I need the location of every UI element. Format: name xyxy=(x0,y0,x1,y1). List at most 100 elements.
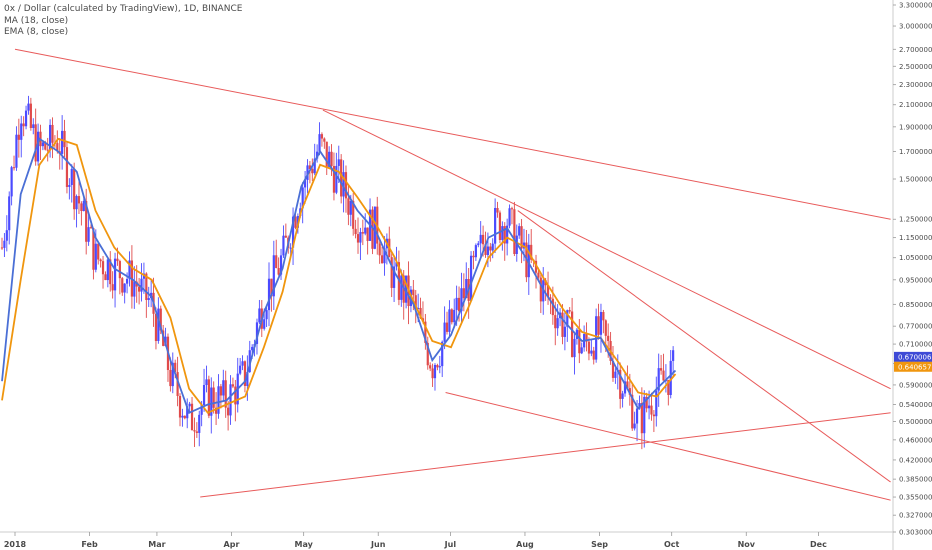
candle-body xyxy=(539,277,542,302)
candle-body xyxy=(138,286,141,292)
candle-body xyxy=(183,415,186,419)
candle-body xyxy=(342,172,345,197)
candle-body xyxy=(414,295,417,309)
candle-body xyxy=(133,281,136,297)
candle-body xyxy=(258,308,261,323)
y-tick-label: 2.700000 xyxy=(899,46,932,54)
candle-body xyxy=(263,319,266,329)
candle-body xyxy=(354,228,357,235)
candle-body xyxy=(82,200,85,212)
candle-body xyxy=(611,360,615,378)
candle-body xyxy=(328,151,331,167)
y-tick-label: 1.700000 xyxy=(899,148,932,156)
candle-body xyxy=(534,260,538,273)
candle-body xyxy=(291,216,295,248)
candle-body xyxy=(128,260,131,279)
candle-body xyxy=(217,386,220,414)
candle-body xyxy=(395,262,398,267)
candle-body xyxy=(433,364,437,379)
candle-body xyxy=(241,361,244,366)
x-tick-label: Jul xyxy=(444,540,457,549)
y-tick-label: 2.300000 xyxy=(899,81,932,89)
candle-body xyxy=(227,407,230,416)
candle-body xyxy=(484,244,487,255)
y-tick-label: 0.420000 xyxy=(899,456,932,464)
candle-body xyxy=(626,381,629,389)
candle-body xyxy=(255,322,259,344)
y-tick-label: 0.385000 xyxy=(899,476,932,484)
candle-body xyxy=(22,123,25,127)
candle-body xyxy=(554,315,557,329)
candle-body xyxy=(347,198,350,215)
candle-body xyxy=(373,206,376,249)
candle-body xyxy=(371,209,374,249)
y-tick-label: 0.460000 xyxy=(899,436,932,444)
candle-body xyxy=(284,235,287,238)
candle-body xyxy=(520,226,523,249)
x-tick-label: 2018 xyxy=(4,540,27,549)
candle-body xyxy=(44,142,47,150)
candle-body xyxy=(46,149,49,151)
candle-body xyxy=(116,258,119,262)
candle-body xyxy=(441,341,444,367)
candle-body xyxy=(409,289,413,307)
candle-body xyxy=(390,257,393,288)
candle-body xyxy=(306,165,309,180)
candle-body xyxy=(623,381,627,394)
candle-body xyxy=(73,168,76,210)
candle-body xyxy=(412,289,415,296)
candle-body xyxy=(85,200,88,242)
candle-body xyxy=(573,338,576,358)
candle-body xyxy=(506,225,509,244)
candle-body xyxy=(270,278,273,297)
candle-body xyxy=(491,243,494,251)
candle-body xyxy=(200,405,203,415)
candle-body xyxy=(313,158,316,174)
y-tick-label: 0.710000 xyxy=(899,341,932,349)
candle-body xyxy=(97,243,100,260)
candle-body xyxy=(80,203,83,212)
y-tick-label: 0.950000 xyxy=(899,276,932,284)
trendline xyxy=(445,392,891,501)
y-tick-label: 0.303000 xyxy=(899,529,932,537)
candle-body xyxy=(174,362,177,373)
candle-body xyxy=(650,405,653,415)
candle-body xyxy=(419,307,422,319)
y-tick-label: 1.250000 xyxy=(899,216,932,224)
candle-body xyxy=(436,364,439,368)
candle-body xyxy=(92,228,95,270)
candle-body xyxy=(17,134,20,140)
candle-body xyxy=(202,385,206,406)
candle-body xyxy=(592,350,595,360)
candle-body xyxy=(364,227,367,234)
candle-body xyxy=(118,261,121,279)
candle-body xyxy=(503,226,506,244)
y-tick-label: 1.900000 xyxy=(899,123,932,131)
candle-body xyxy=(267,278,271,311)
candle-body xyxy=(349,200,352,215)
candle-body xyxy=(556,318,559,329)
candle-body xyxy=(530,244,533,260)
candle-body xyxy=(465,278,468,299)
candle-body xyxy=(68,184,71,187)
candle-body xyxy=(99,259,102,262)
candle-body xyxy=(89,227,93,229)
candle-body xyxy=(219,386,222,396)
y-tick-label: 3.000000 xyxy=(899,23,932,31)
candle-body xyxy=(277,268,280,275)
candle-body xyxy=(323,138,326,142)
candle-body xyxy=(205,379,208,386)
candle-body xyxy=(125,278,129,284)
candle-body xyxy=(445,322,449,332)
candle-body xyxy=(311,169,314,174)
candle-body xyxy=(474,245,477,258)
candle-body xyxy=(527,244,530,278)
candle-body xyxy=(123,283,126,293)
candle-body xyxy=(337,159,340,166)
candle-body xyxy=(3,240,6,248)
candle-body xyxy=(145,273,148,300)
candle-body xyxy=(352,200,355,229)
candle-body xyxy=(198,414,201,433)
candle-body xyxy=(604,320,607,336)
